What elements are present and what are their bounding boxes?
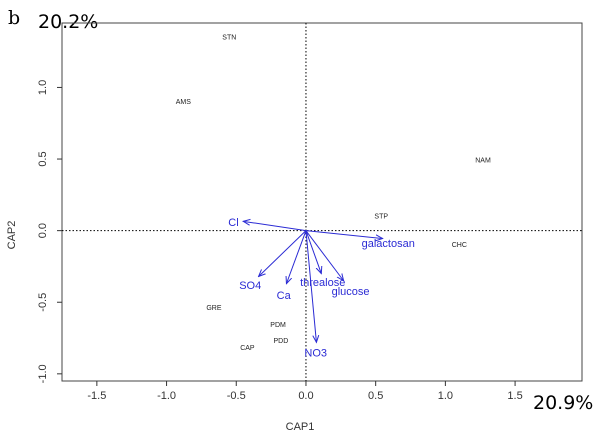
vector-label-no3: NO3 [304, 347, 327, 359]
y-axis-title: CAP2 [6, 221, 18, 250]
x-tick-label: 1.0 [438, 390, 453, 402]
plot-frame [61, 22, 583, 382]
vector-label-so4: SO4 [239, 280, 261, 292]
vector-label-galactosan: galactosan [362, 238, 415, 250]
y-tick-label: 0.0 [37, 223, 49, 238]
y-variance-label: 20.2% [38, 11, 98, 33]
vector-arrow-cl [243, 221, 307, 232]
vector-arrow-ca [286, 230, 307, 284]
site-label-gre: GRE [206, 305, 222, 312]
x-tick-label: 0.5 [368, 390, 383, 402]
x-axis-title: CAP1 [286, 421, 315, 433]
y-tick-label: -0.5 [37, 293, 49, 312]
x-axis-ticks: -1.5 -1.0 -0.5 0.0 0.5 1.0 1.5 [87, 381, 523, 402]
site-label-stn: STN [222, 34, 236, 41]
x-tick-label: 0.0 [298, 390, 313, 402]
site-label-pdd: PDD [273, 338, 288, 345]
site-label-chc: CHC [452, 242, 467, 249]
x-tick-label: -0.5 [227, 390, 246, 402]
site-label-nam: NAM [475, 157, 491, 164]
vector-arrow-so4 [259, 230, 307, 277]
site-labels: STN AMS NAM STP CHC GRE PDM PDD CAP [176, 34, 491, 352]
y-tick-label: 0.5 [37, 151, 49, 166]
y-tick-label: 1.0 [37, 80, 49, 95]
vector-label-ca: Ca [277, 290, 292, 302]
site-label-stp: STP [374, 213, 388, 220]
x-variance-label: 20.9% [533, 392, 593, 414]
site-label-cap: CAP [240, 345, 255, 352]
x-tick-label: -1.5 [87, 390, 106, 402]
vector-arrow-glucose [305, 230, 344, 281]
x-tick-label: 1.5 [507, 390, 522, 402]
y-tick-label: -1.0 [37, 364, 49, 383]
x-tick-label: -1.0 [157, 390, 176, 402]
vector-arrow-no3 [305, 230, 316, 343]
panel-label: b [8, 7, 20, 29]
vector-arrow-galactosan [305, 230, 383, 239]
vector-arrow-threalose [305, 230, 321, 274]
site-label-pdm: PDM [270, 322, 286, 329]
vector-label-glucose: glucose [332, 286, 370, 298]
vector-label-cl: Cl [228, 217, 238, 229]
y-axis-ticks: -1.0 -0.5 0.0 0.5 1.0 [37, 80, 62, 383]
site-label-ams: AMS [176, 99, 192, 106]
